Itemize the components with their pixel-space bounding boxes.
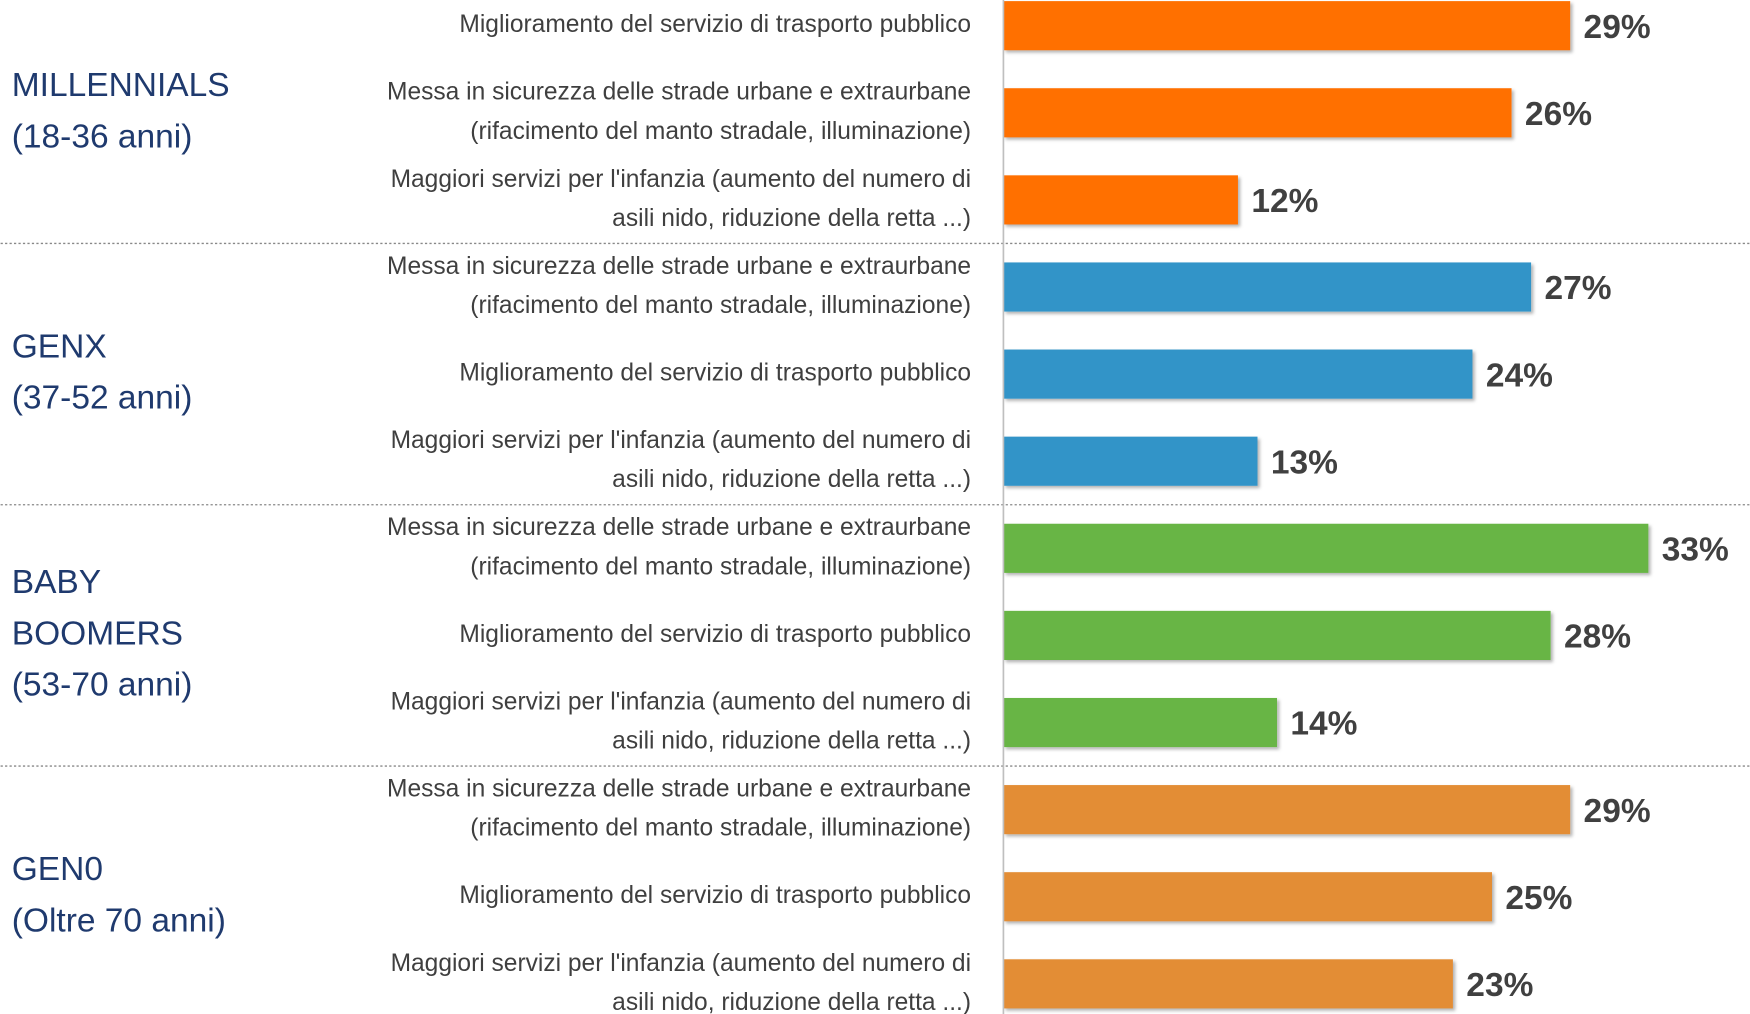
category-label: asili nido, riduzione della retta ...) [612,728,971,755]
category-label: Maggiori servizi per l'infanzia (aumento… [391,166,971,193]
category-label: Maggiori servizi per l'infanzia (aumento… [391,427,971,454]
category-label: Maggiori servizi per l'infanzia (aumento… [391,950,971,977]
value-label: 23% [1466,967,1533,1004]
category-label: asili nido, riduzione della retta ...) [612,466,971,493]
bar [1003,872,1492,922]
group-label: BABY [12,564,101,601]
category-label: Maggiori servizi per l'infanzia (aumento… [391,688,971,715]
bar [1003,523,1649,573]
group-label: (18-36 anni) [12,118,193,155]
bar [1003,436,1258,486]
bar [1003,697,1278,748]
category-label: Messa in sicurezza delle strade urbane e… [387,79,971,106]
bar [1003,175,1238,225]
category-label: Miglioramento del servizio di trasporto … [459,621,971,648]
category-label: (rifacimento del manto stradale, illumin… [470,815,971,842]
value-label: 33% [1662,532,1729,569]
bar [1003,88,1512,138]
value-label: 14% [1290,706,1357,743]
group-label: (37-52 anni) [12,380,193,417]
value-label: 29% [1584,9,1651,46]
category-label: Miglioramento del servizio di trasporto … [459,882,971,909]
category-label: Miglioramento del servizio di trasporto … [459,360,971,387]
category-label: Messa in sicurezza delle strade urbane e… [387,776,971,803]
group-label: BOOMERS [12,615,183,652]
group-label: (Oltre 70 anni) [12,902,226,939]
group-label: MILLENNIALS [12,67,230,104]
category-label: asili nido, riduzione della retta ...) [612,205,971,232]
category-label: Miglioramento del servizio di trasporto … [459,11,971,38]
category-label: (rifacimento del manto stradale, illumin… [470,553,971,580]
category-label: (rifacimento del manto stradale, illumin… [470,118,971,145]
bar [1003,785,1571,835]
value-label: 25% [1505,880,1572,917]
category-label: Messa in sicurezza delle strade urbane e… [387,253,971,280]
value-label: 28% [1564,619,1631,656]
bar [1003,959,1453,1009]
value-label: 13% [1271,444,1338,481]
value-label: 29% [1584,793,1651,830]
category-label: Messa in sicurezza delle strade urbane e… [387,514,971,541]
bar [1003,1,1571,51]
category-label: asili nido, riduzione della retta ...) [612,989,971,1014]
group-label: (53-70 anni) [12,667,193,704]
bar [1003,262,1532,312]
value-label: 26% [1525,96,1592,133]
category-label: (rifacimento del manto stradale, illumin… [470,292,971,319]
value-label: 27% [1544,270,1611,307]
value-label: 24% [1486,357,1553,394]
group-label: GEN0 [12,851,103,888]
value-label: 12% [1251,183,1318,220]
group-label: GENX [12,328,107,365]
bar [1003,610,1551,660]
bar [1003,349,1473,399]
